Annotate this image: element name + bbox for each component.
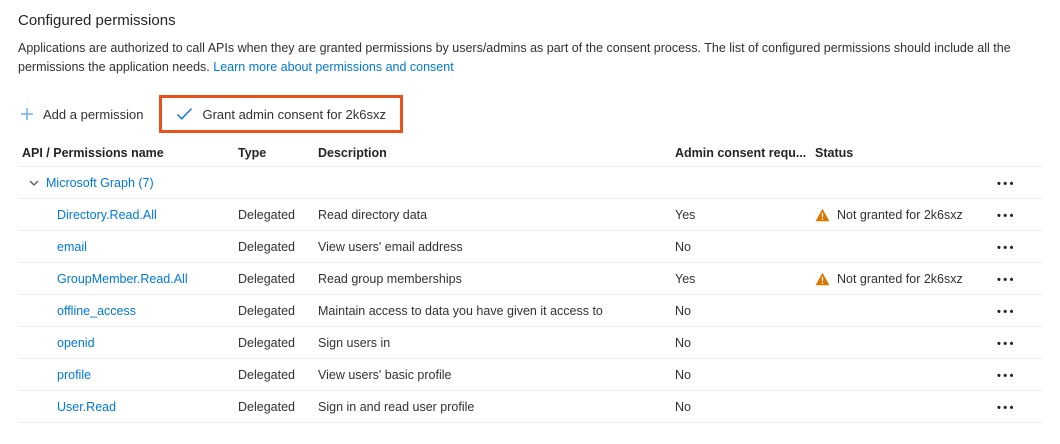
row-menu-ellipsis-icon[interactable]: ••• — [996, 369, 1016, 382]
table-header-row: API / Permissions name Type Description … — [18, 139, 1042, 167]
description-text: Applications are authorized to call APIs… — [18, 39, 1033, 77]
learn-more-link[interactable]: Learn more about permissions and consent — [213, 60, 454, 74]
permission-type: Delegated — [238, 367, 295, 382]
warning-triangle-icon — [815, 272, 830, 286]
permission-name-link[interactable]: email — [57, 239, 87, 254]
permission-type: Delegated — [238, 399, 295, 414]
permission-description: Read directory data — [318, 207, 428, 222]
admin-consent-required-value: No — [675, 335, 691, 350]
admin-consent-required-value: No — [675, 239, 691, 254]
permission-name-link[interactable]: openid — [57, 335, 95, 350]
permissions-table: API / Permissions name Type Description … — [18, 139, 1042, 423]
row-menu-ellipsis-icon[interactable]: ••• — [996, 177, 1016, 190]
permission-name-link[interactable]: profile — [57, 367, 92, 382]
permission-type: Delegated — [238, 207, 295, 222]
admin-consent-required-value: No — [675, 367, 691, 382]
row-menu-ellipsis-icon[interactable]: ••• — [996, 273, 1016, 286]
permission-type: Delegated — [238, 271, 295, 286]
permission-description: Read group memberships — [318, 271, 462, 286]
permission-name-link[interactable]: User.Read — [57, 399, 117, 414]
page-title: Configured permissions — [18, 12, 176, 29]
admin-consent-required-value: Yes — [675, 207, 696, 222]
plus-icon — [20, 107, 34, 121]
header-description: Description — [318, 145, 387, 160]
api-group-label: Microsoft Graph (7) — [46, 175, 154, 190]
permission-name-link[interactable]: offline_access — [57, 303, 136, 318]
table-row: openid Delegated Sign users in No ••• — [18, 327, 1042, 359]
permission-description: Sign users in — [318, 335, 391, 350]
description-body: Applications are authorized to call APIs… — [18, 41, 1011, 74]
grant-admin-consent-label: Grant admin consent for 2k6sxz — [202, 106, 386, 122]
warning-triangle-icon — [815, 208, 830, 222]
table-row: email Delegated View users' email addres… — [18, 231, 1042, 263]
status-text: Not granted for 2k6sxz — [837, 271, 963, 286]
table-row: GroupMember.Read.All Delegated Read grou… — [18, 263, 1042, 295]
admin-consent-required-value: No — [675, 399, 691, 414]
api-group-toggle[interactable]: Microsoft Graph (7) — [18, 176, 975, 190]
admin-consent-required-value: Yes — [675, 271, 696, 286]
chevron-down-icon — [28, 177, 40, 189]
permission-type: Delegated — [238, 335, 295, 350]
row-menu-ellipsis-icon[interactable]: ••• — [996, 401, 1016, 414]
configured-permissions-section: Configured permissions Applications are … — [18, 12, 1042, 423]
command-bar: Add a permission Grant admin consent for… — [18, 95, 1042, 133]
permission-description: View users' basic profile — [318, 367, 452, 382]
add-permission-button[interactable]: Add a permission — [18, 96, 155, 132]
api-group-row: Microsoft Graph (7) ••• — [18, 167, 1042, 199]
grant-admin-consent-highlight: Grant admin consent for 2k6sxz — [159, 95, 403, 133]
permission-name-link[interactable]: Directory.Read.All — [57, 207, 157, 222]
row-menu-ellipsis-icon[interactable]: ••• — [996, 241, 1016, 254]
table-row: Directory.Read.All Delegated Read direct… — [18, 199, 1042, 231]
header-status: Status — [815, 145, 854, 160]
permission-type: Delegated — [238, 239, 295, 254]
permissions-rows: Directory.Read.All Delegated Read direct… — [18, 199, 1042, 423]
status-text: Not granted for 2k6sxz — [837, 207, 963, 222]
row-menu-ellipsis-icon[interactable]: ••• — [996, 305, 1016, 318]
permission-description: Sign in and read user profile — [318, 399, 475, 414]
admin-consent-required-value: No — [675, 303, 691, 318]
permission-description: View users' email address — [318, 239, 463, 254]
row-menu-ellipsis-icon[interactable]: ••• — [996, 209, 1016, 222]
grant-admin-consent-button[interactable]: Grant admin consent for 2k6sxz — [176, 96, 386, 132]
header-admin-consent-required: Admin consent requ... — [675, 145, 807, 160]
permission-type: Delegated — [238, 303, 295, 318]
header-api-permissions-name: API / Permissions name — [22, 145, 164, 160]
add-permission-label: Add a permission — [43, 106, 144, 122]
permission-description: Maintain access to data you have given i… — [318, 303, 603, 318]
table-row: offline_access Delegated Maintain access… — [18, 295, 1042, 327]
table-row: User.Read Delegated Sign in and read use… — [18, 391, 1042, 423]
checkmark-icon — [176, 107, 193, 121]
table-row: profile Delegated View users' basic prof… — [18, 359, 1042, 391]
permission-name-link[interactable]: GroupMember.Read.All — [57, 271, 188, 286]
row-menu-ellipsis-icon[interactable]: ••• — [996, 337, 1016, 350]
header-type: Type — [238, 145, 267, 160]
